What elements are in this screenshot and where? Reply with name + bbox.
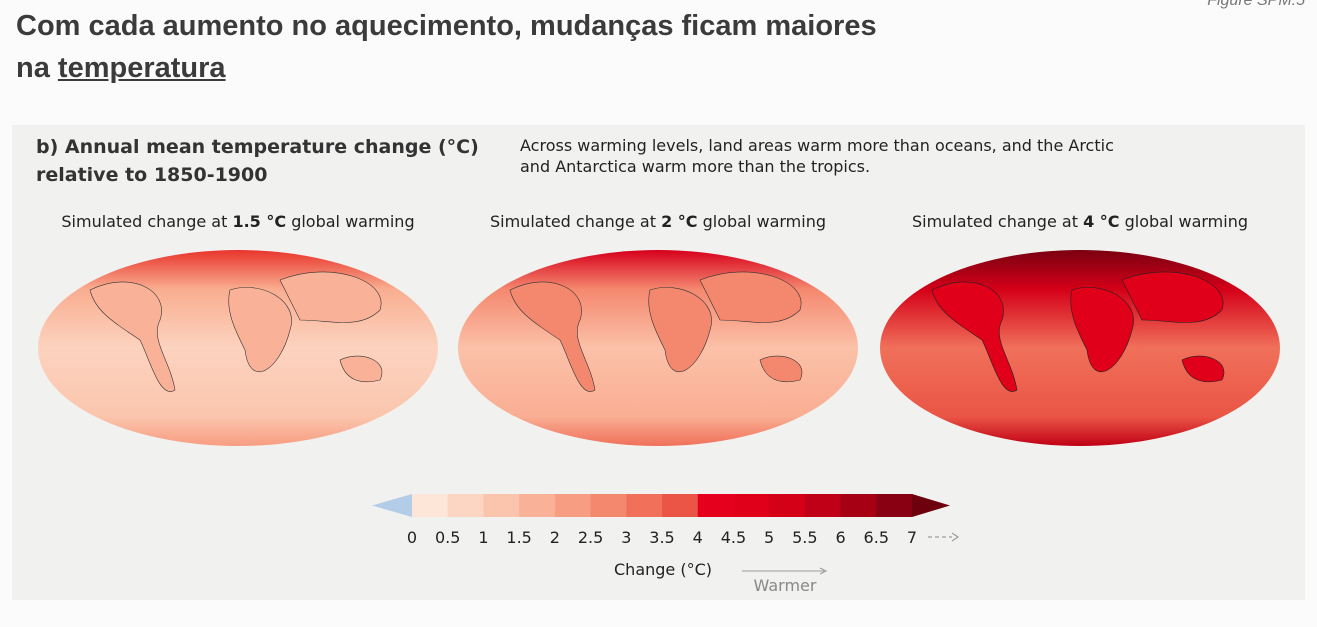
- map-title-suffix: global warming: [1124, 212, 1249, 231]
- colorbar-segment: [662, 494, 699, 517]
- colorbar-tick-label: 2.5: [578, 528, 603, 547]
- slide-title: Com cada aumento no aquecimento, mudança…: [16, 10, 877, 42]
- colorbar-tick-label: 2: [550, 528, 560, 547]
- colorbar-segment: [447, 494, 484, 517]
- description: Across warming levels, land areas warm m…: [520, 136, 1114, 155]
- map-globe: [880, 250, 1280, 446]
- colorbar-tick-label: 5: [764, 528, 774, 547]
- colorbar-tick-label: 4.5: [721, 528, 746, 547]
- map-title: Simulated change at 1.5 °C global warmin…: [28, 212, 448, 231]
- colorbar-segment: [804, 494, 842, 517]
- panel-title-line2: relative to 1850-1900: [36, 164, 268, 186]
- description-line2: and Antarctica warm more than the tropic…: [520, 157, 871, 176]
- colorbar-segment: [626, 494, 663, 517]
- colorbar-tick-label: 4: [693, 528, 703, 547]
- map-title: Simulated change at 4 °C global warming: [870, 212, 1290, 231]
- figure-label: Figure SPM.5: [1207, 0, 1305, 9]
- colorbar-tick-label: 6: [835, 528, 845, 547]
- continents: [931, 271, 1225, 392]
- colorbar-segment: [590, 494, 627, 517]
- map: [880, 250, 1280, 446]
- map-title-level: 1.5 °C: [232, 212, 287, 231]
- map: [458, 250, 858, 446]
- colorbar-tick-label: 5.5: [792, 528, 817, 547]
- colorbar-segment: [483, 494, 520, 517]
- panel-title: b) Annual mean temperature change (°C): [36, 136, 479, 158]
- continents: [89, 271, 383, 392]
- warmer-arrow-head: [819, 567, 828, 575]
- colorbar-segment: [554, 494, 592, 517]
- colorbar-segment: [519, 494, 556, 517]
- colorbar-segment: [733, 494, 770, 517]
- colorbar-segment: [697, 494, 734, 517]
- colorbar-tick-label: 6.5: [864, 528, 889, 547]
- colorbar-segment: [769, 494, 806, 517]
- continents: [509, 271, 803, 392]
- map-title-prefix: Simulated change at: [61, 212, 228, 231]
- colorbar-segment: [840, 494, 877, 517]
- colorbar-over: [912, 494, 950, 517]
- colorbar-direction: Warmer: [754, 576, 817, 595]
- colorbar-tick-label: 3: [621, 528, 631, 547]
- colorbar-tick-label: 1.5: [506, 528, 531, 547]
- colorbar-tick-label: 1: [478, 528, 488, 547]
- map-globe: [38, 250, 438, 446]
- map-title-prefix: Simulated change at: [911, 212, 1078, 231]
- arrow-head: [951, 532, 959, 542]
- colorbar-segment: [876, 494, 913, 517]
- colorbar-tick-label: 3.5: [649, 528, 674, 547]
- map-globe: [458, 250, 858, 446]
- colorbar-tick-label: 0: [407, 528, 417, 547]
- title-text: na: [16, 52, 50, 84]
- map: [38, 250, 438, 446]
- map-title: Simulated change at 2 °C global warming: [448, 212, 868, 231]
- map-title-suffix: global warming: [702, 212, 827, 231]
- colorbar-tick-label: 7: [907, 528, 917, 547]
- map-title-prefix: Simulated change at: [489, 212, 656, 231]
- colorbar-under: [372, 494, 412, 517]
- colorbar-tick-label: 0.5: [435, 528, 460, 547]
- title-link[interactable]: temperatura: [57, 52, 226, 84]
- slide-title-line2: na temperatura: [16, 52, 226, 85]
- colorbar-segment: [412, 494, 449, 517]
- map-title-suffix: global warming: [291, 212, 415, 231]
- map-title-level: 2 °C: [661, 212, 698, 231]
- map-title-level: 4 °C: [1083, 212, 1120, 231]
- colorbar-label: Change (°C): [614, 560, 712, 579]
